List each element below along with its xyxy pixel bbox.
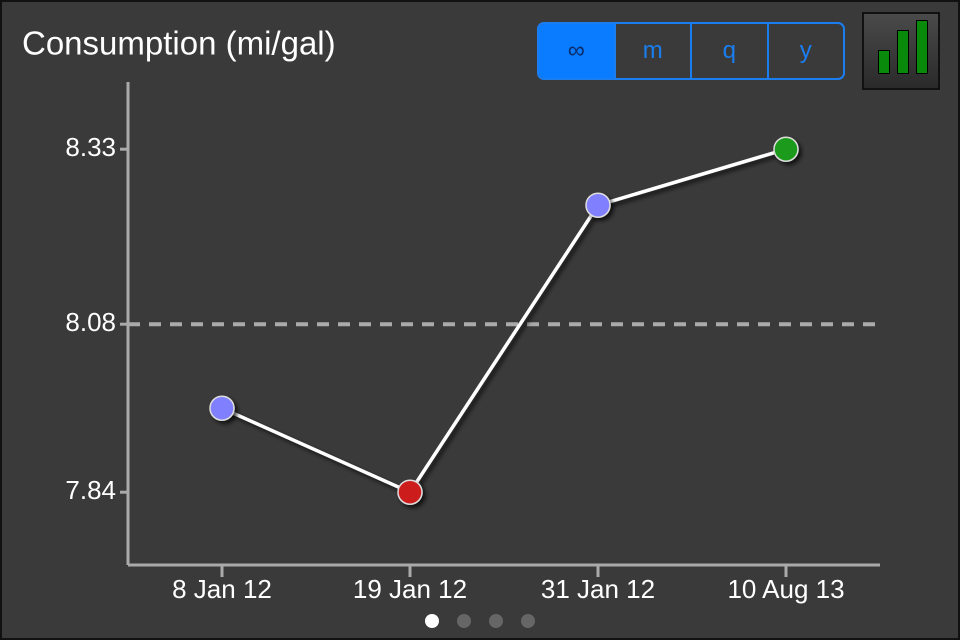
icon-bar [916,20,928,74]
segment[interactable]: y [766,24,844,78]
page-dot[interactable] [425,614,439,628]
chart-title: Consumption (mi/gal) [22,25,336,62]
line [221,147,787,495]
icon-bar [878,50,890,74]
y-tick-label: 8.33 [65,132,116,162]
point [397,479,423,505]
x-tick-label: 31 Jan 12 [541,574,655,604]
segment[interactable]: q [690,24,767,78]
icon-bar [897,30,909,74]
x-tick-label: 19 Jan 12 [353,574,467,604]
segment[interactable]: ∞ [539,24,614,78]
page-indicator [2,614,958,628]
segmented-control: ∞ m q y [537,22,845,80]
point [209,395,235,421]
y-tick-label: 7.84 [65,475,116,505]
page-dot[interactable] [521,614,535,628]
x-tick-label: 10 Aug 13 [727,574,844,604]
chart-icon-button[interactable] [862,12,940,90]
y-tick-label: 8.08 [65,307,116,337]
page-dot[interactable] [457,614,471,628]
x-tick-label: 8 Jan 12 [172,574,272,604]
segment[interactable]: m [613,24,691,78]
point [585,192,611,218]
page-dot[interactable] [489,614,503,628]
point [773,136,799,162]
